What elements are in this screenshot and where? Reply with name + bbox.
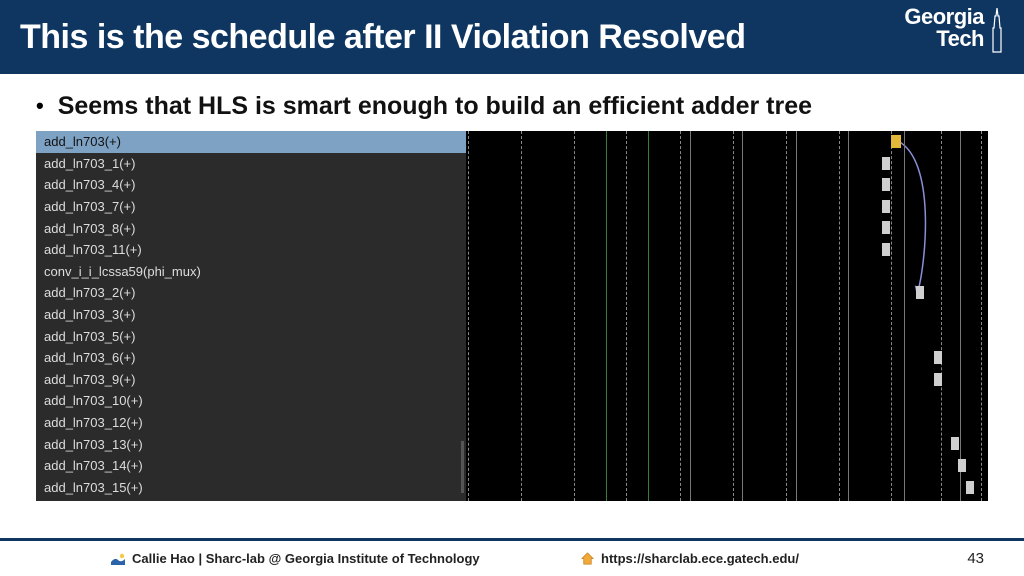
operation-row[interactable]: add_ln703_9(+) xyxy=(36,369,466,391)
operation-row[interactable]: add_ln703_12(+) xyxy=(36,412,466,434)
georgia-tech-logo: Georgia Tech xyxy=(904,6,1004,54)
timeline-gridline xyxy=(981,131,982,501)
timeline-gridline xyxy=(626,131,627,501)
operation-row[interactable]: conv_i_i_lcssa59(phi_mux) xyxy=(36,261,466,283)
timeline-gridline xyxy=(941,131,942,501)
timeline-gridline xyxy=(680,131,681,501)
dependency-arrow xyxy=(466,131,988,501)
timeline-gridline xyxy=(891,131,892,501)
schedule-block[interactable] xyxy=(882,157,890,170)
operation-row[interactable]: add_ln703(+) xyxy=(36,131,466,153)
operation-row[interactable]: add_ln703_3(+) xyxy=(36,304,466,326)
operation-row[interactable]: add_ln703_15(+) xyxy=(36,477,466,499)
tower-icon xyxy=(990,8,1004,54)
schedule-block[interactable] xyxy=(882,178,890,191)
operation-row[interactable]: add_ln703_7(+) xyxy=(36,196,466,218)
timeline-gridline xyxy=(521,131,522,501)
footer-author: Callie Hao | Sharc-lab @ Georgia Institu… xyxy=(110,551,480,567)
page-number: 43 xyxy=(967,550,984,567)
operation-row[interactable]: add_ln703_6(+) xyxy=(36,347,466,369)
timeline-panel[interactable] xyxy=(466,131,988,501)
operation-row[interactable]: add_ln703_2(+) xyxy=(36,282,466,304)
timeline-gridline xyxy=(733,131,734,501)
schedule-block[interactable] xyxy=(934,373,942,386)
footer-author-text: Callie Hao | Sharc-lab @ Georgia Institu… xyxy=(132,551,480,566)
operation-row[interactable]: add_ln703_14(+) xyxy=(36,455,466,477)
schedule-block[interactable] xyxy=(891,135,901,148)
header-bar: This is the schedule after II Violation … xyxy=(0,0,1024,74)
schedule-block[interactable] xyxy=(882,221,890,234)
operation-row[interactable]: add_ln703_1(+) xyxy=(36,153,466,175)
timeline-gridline xyxy=(839,131,840,501)
bullet-marker: • xyxy=(36,92,44,120)
schedule-screenshot: add_ln703(+)add_ln703_1(+)add_ln703_4(+)… xyxy=(36,131,988,501)
operation-row[interactable]: add_ln703_5(+) xyxy=(36,325,466,347)
operation-row[interactable]: add_ln703_8(+) xyxy=(36,217,466,239)
schedule-block[interactable] xyxy=(882,243,890,256)
bullet-item: • Seems that HLS is smart enough to buil… xyxy=(36,92,988,121)
timeline-gridline xyxy=(796,131,797,501)
slide-title: This is the schedule after II Violation … xyxy=(20,18,745,57)
slide: This is the schedule after II Violation … xyxy=(0,0,1024,576)
footer-link[interactable]: https://sharclab.ece.gatech.edu/ xyxy=(580,551,799,566)
author-icon xyxy=(110,551,126,567)
timeline-gridline xyxy=(786,131,787,501)
footer-bar: Callie Hao | Sharc-lab @ Georgia Institu… xyxy=(0,538,1024,576)
timeline-gridline xyxy=(648,131,649,501)
footer-link-text: https://sharclab.ece.gatech.edu/ xyxy=(601,551,799,566)
schedule-block[interactable] xyxy=(966,481,974,494)
operation-row[interactable]: add_ln703_10(+) xyxy=(36,390,466,412)
timeline-gridline xyxy=(690,131,691,501)
bullet-text: Seems that HLS is smart enough to build … xyxy=(58,92,812,121)
timeline-gridline xyxy=(848,131,849,501)
timeline-gridline xyxy=(904,131,905,501)
operation-row[interactable]: add_ln703_13(+) xyxy=(36,433,466,455)
house-icon xyxy=(580,551,595,566)
timeline-gridline xyxy=(468,131,469,501)
logo-line2: Tech xyxy=(904,28,984,50)
schedule-block[interactable] xyxy=(934,351,942,364)
slide-body: • Seems that HLS is smart enough to buil… xyxy=(0,74,1024,538)
timeline-gridline xyxy=(742,131,743,501)
operation-list-panel[interactable]: add_ln703(+)add_ln703_1(+)add_ln703_4(+)… xyxy=(36,131,466,501)
timeline-gridline xyxy=(606,131,607,501)
schedule-block[interactable] xyxy=(951,437,959,450)
timeline-gridline xyxy=(960,131,961,501)
timeline-gridline xyxy=(574,131,575,501)
operation-row[interactable]: add_ln703_11(+) xyxy=(36,239,466,261)
schedule-block[interactable] xyxy=(916,286,924,299)
schedule-block[interactable] xyxy=(882,200,890,213)
schedule-block[interactable] xyxy=(958,459,966,472)
operation-row[interactable]: add_ln703_4(+) xyxy=(36,174,466,196)
logo-line1: Georgia xyxy=(904,6,984,28)
